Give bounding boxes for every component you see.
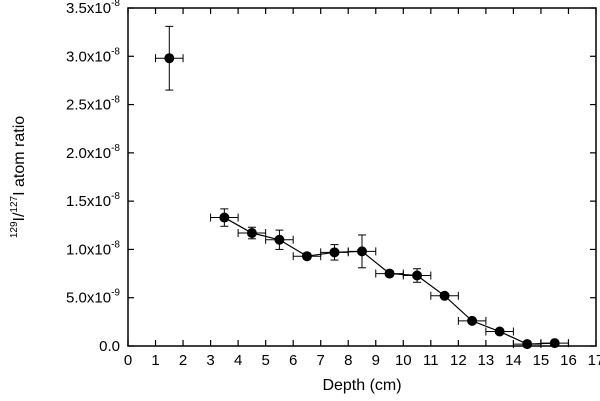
y-axis-label: 129I/127I atom ratio — [9, 116, 28, 238]
x-tick-label: 13 — [478, 352, 495, 369]
x-axis-label: Depth (cm) — [322, 377, 401, 394]
x-tick-label: 16 — [560, 352, 577, 369]
x-axis-ticks: 01234567891011121314151617 — [124, 8, 600, 369]
data-point — [246, 228, 257, 239]
x-tick-label: 5 — [261, 352, 269, 369]
x-tick-label: 11 — [423, 352, 439, 369]
y-tick-label: 5.0x10-9 — [66, 288, 120, 307]
data-point — [412, 270, 423, 281]
data-point — [329, 247, 340, 258]
data-point — [384, 268, 395, 279]
y-axis-ticks: 0.0 5.0x10-9 1.0x10-8 1.5x10-8 2.0x10-8 2.5x1… — [66, 0, 596, 355]
error-bar — [265, 229, 294, 250]
data-point — [301, 251, 312, 262]
x-tick-label: 1 — [151, 352, 159, 369]
x-tick-label: 7 — [317, 352, 325, 369]
data-point — [164, 53, 175, 64]
y-tick-label: 3.0x10-8 — [66, 46, 120, 65]
x-tick-label: 15 — [533, 352, 550, 369]
x-tick-label: 8 — [344, 352, 352, 369]
x-tick-label: 14 — [505, 352, 522, 369]
x-tick-label: 6 — [289, 352, 297, 369]
y-tick-label: 0.0 — [99, 338, 120, 355]
y-tick-label: 2.0x10-8 — [66, 143, 120, 162]
data-point — [439, 290, 450, 301]
y-tick-label: 1.5x10-8 — [66, 191, 120, 210]
x-tick-label: 0 — [124, 352, 132, 369]
series-1 — [155, 25, 184, 91]
x-tick-label: 3 — [206, 352, 214, 369]
x-tick-label: 9 — [372, 352, 380, 369]
error-bar — [210, 208, 239, 227]
x-tick-label: 2 — [179, 352, 187, 369]
plot-frame — [127, 7, 597, 347]
y-tick-label: 2.5x10-8 — [66, 95, 120, 114]
data-series — [155, 25, 569, 350]
data-point — [274, 234, 285, 245]
series-2 — [210, 208, 569, 350]
x-tick-label: 10 — [395, 352, 412, 369]
x-tick-label: 12 — [450, 352, 467, 369]
x-tick-label: 17 — [588, 352, 600, 369]
data-point — [357, 246, 367, 257]
series-line — [224, 217, 555, 345]
data-point — [467, 315, 478, 326]
data-point — [219, 212, 230, 223]
data-point — [494, 326, 505, 337]
data-point — [522, 339, 533, 350]
y-tick-label: 3.5x10-8 — [66, 0, 120, 17]
data-point — [549, 338, 560, 349]
y-tick-label: 1.0x10-8 — [66, 239, 120, 258]
x-tick-label: 4 — [234, 352, 242, 369]
